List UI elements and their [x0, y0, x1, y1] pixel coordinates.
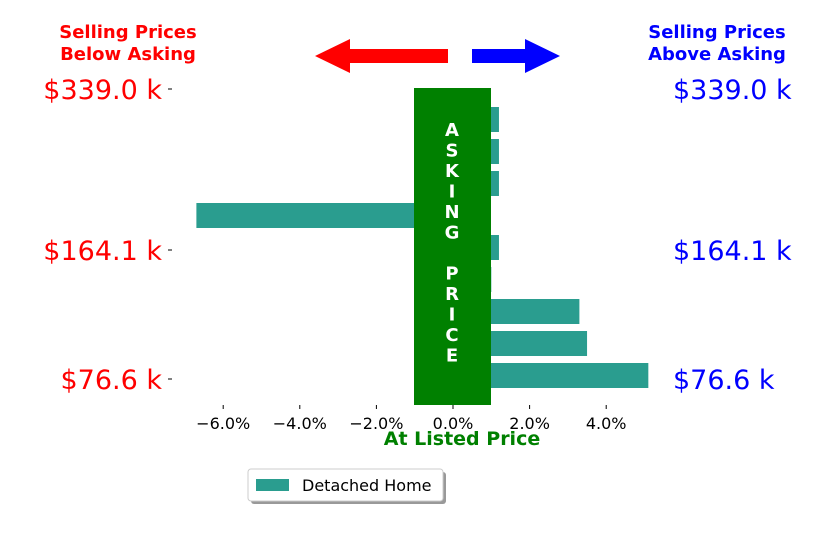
- left-header-line1: Selling Prices: [59, 22, 196, 43]
- x-tick-label-5: 4.0%: [586, 414, 627, 433]
- banner-letter-8: R: [445, 284, 459, 305]
- bar-3: [196, 203, 453, 228]
- banner-letter-9: I: [449, 305, 456, 326]
- legend: Detached Home: [247, 468, 446, 504]
- right-price-bottom: $76.6 k: [673, 365, 775, 396]
- banner-letter-5: G: [445, 223, 460, 244]
- right-header-line1: Selling Prices: [648, 22, 785, 43]
- banner-letter-10: C: [445, 325, 458, 346]
- banner-letter-2: K: [445, 161, 460, 182]
- x-tick-label-2: −2.0%: [349, 414, 403, 433]
- asking-price-banner: [414, 88, 491, 405]
- right-price-mid: $164.1 k: [673, 236, 792, 267]
- right-header-line2: Above Asking: [648, 44, 786, 65]
- left-arrow-icon: [315, 39, 448, 73]
- legend-swatch: [256, 479, 289, 491]
- x-tick-label-0: −6.0%: [196, 414, 250, 433]
- legend-label: Detached Home: [302, 476, 432, 495]
- x-ticks: −6.0% −4.0% −2.0% 0.0% 2.0% 4.0%: [196, 405, 627, 433]
- left-price-bottom: $76.6 k: [60, 365, 162, 396]
- x-tick-label-1: −4.0%: [273, 414, 327, 433]
- banner-letter-0: A: [445, 120, 459, 141]
- x-tick-label-4: 2.0%: [509, 414, 550, 433]
- banner-letter-3: I: [449, 182, 456, 203]
- banner-letter-1: S: [446, 141, 459, 162]
- banner-letter-11: E: [446, 346, 458, 367]
- banner-letter-7: P: [445, 264, 458, 285]
- left-header-line2: Below Asking: [60, 44, 196, 65]
- right-price-top: $339.0 k: [673, 75, 792, 106]
- right-arrow-icon: [472, 39, 560, 73]
- left-price-top: $339.0 k: [43, 75, 162, 106]
- banner-letter-4: N: [444, 202, 459, 223]
- left-price-mid: $164.1 k: [43, 236, 162, 267]
- x-tick-label-3: 0.0%: [433, 414, 474, 433]
- x-axis-label: At Listed Price: [384, 428, 540, 450]
